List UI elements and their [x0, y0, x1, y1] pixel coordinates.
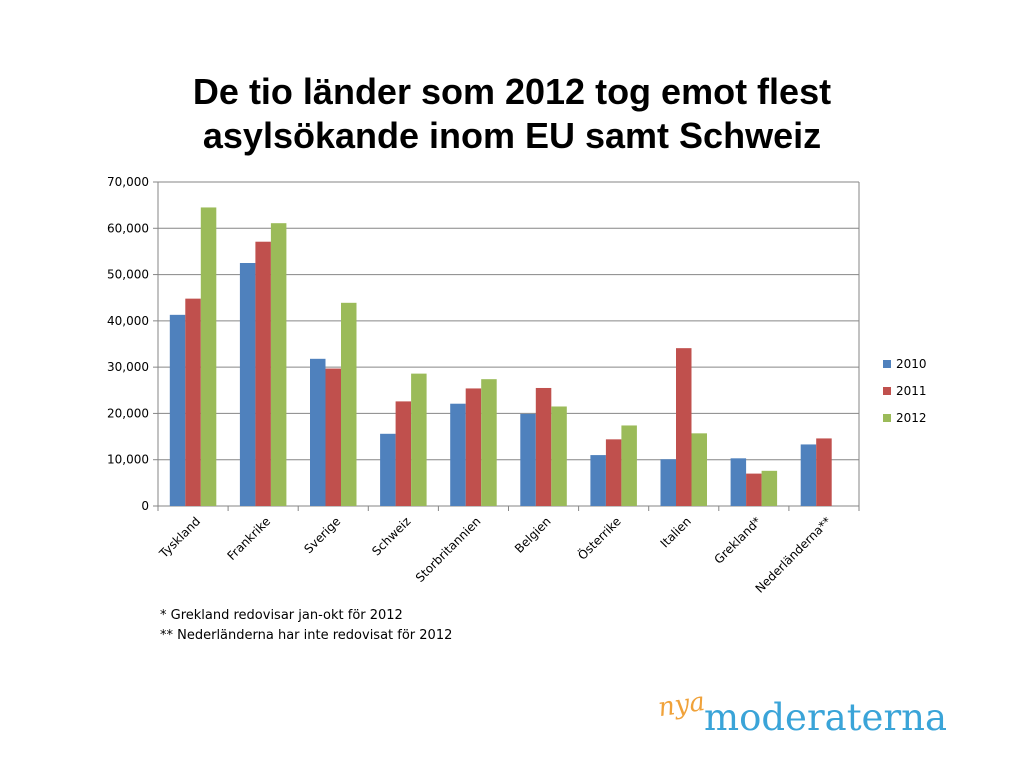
y-tick-label: 50,000	[107, 268, 149, 282]
x-tick-label: Sverige	[301, 514, 343, 556]
bar-2012	[691, 433, 707, 506]
bar-2011	[605, 439, 622, 506]
x-tick-label: Belgien	[512, 514, 554, 556]
x-tick-label: Tyskland	[156, 514, 203, 561]
title-line-2: asylsökande inom EU samt Schweiz	[202, 115, 822, 156]
x-tick-label: Schweiz	[369, 514, 413, 558]
x-tick-label: Nederländerna**	[753, 514, 835, 596]
bar-2012	[481, 379, 497, 506]
bar-2011	[676, 348, 692, 506]
footnotes: * Grekland redovisar jan-okt för 2012 **…	[160, 606, 452, 646]
moderaterna-logo: nya moderaterna	[652, 686, 1002, 750]
legend-swatch-2011	[883, 387, 891, 395]
x-tick-label: Grekland*	[711, 514, 763, 566]
chart-title: De tio länder som 2012 tog emot flest as…	[0, 70, 1024, 158]
bar-2010	[660, 459, 676, 506]
legend-swatch-2012	[883, 414, 891, 422]
x-tick-label: Storbritannien	[413, 514, 484, 585]
bar-2012	[621, 425, 637, 506]
logo-main-text: moderaterna	[704, 696, 948, 739]
bar-2011	[465, 388, 482, 506]
bar-2011	[325, 368, 341, 506]
bar-2010	[590, 455, 606, 506]
bar-2010	[520, 413, 536, 506]
y-tick-label: 30,000	[107, 360, 149, 374]
y-tick-label: 20,000	[107, 406, 149, 420]
legend-swatch-2010	[883, 360, 891, 368]
x-tick-label: Frankrike	[224, 514, 273, 563]
x-tick-label: Italien	[658, 514, 694, 550]
legend-label: 2010	[896, 357, 927, 371]
bar-2011	[185, 298, 201, 506]
bar-2010	[310, 358, 326, 506]
bar-2012	[200, 207, 217, 506]
bar-2010	[169, 314, 186, 506]
bar-2012	[341, 302, 357, 506]
legend-label: 2011	[896, 384, 927, 398]
bar-2011	[816, 438, 832, 506]
bar-2012	[761, 470, 778, 506]
bar-2010	[730, 458, 747, 506]
y-tick-label: 10,000	[107, 453, 149, 467]
bar-2011	[255, 241, 271, 507]
title-line-1: De tio länder som 2012 tog emot flest	[192, 71, 832, 112]
bar-2011	[746, 473, 762, 506]
bar-2010	[450, 403, 466, 506]
bar-2011	[395, 401, 412, 506]
y-tick-label: 0	[141, 499, 149, 513]
bar-2011	[535, 387, 552, 506]
bar-2010	[380, 433, 396, 506]
footnote-2: ** Nederländerna har inte redovisat för …	[160, 628, 453, 643]
bar-2010	[239, 263, 256, 506]
bar-2010	[800, 444, 817, 506]
bar-2012	[551, 406, 567, 506]
footnote-1: * Grekland redovisar jan-okt för 2012	[160, 608, 403, 623]
y-tick-label: 70,000	[107, 175, 149, 189]
y-tick-label: 60,000	[107, 221, 149, 235]
bar-2012	[411, 373, 427, 506]
y-tick-label: 40,000	[107, 314, 149, 328]
x-tick-label: Österrike	[574, 513, 624, 563]
logo-nya-text: nya	[656, 686, 707, 724]
legend-label: 2012	[896, 411, 927, 425]
bar-2012	[270, 223, 287, 507]
